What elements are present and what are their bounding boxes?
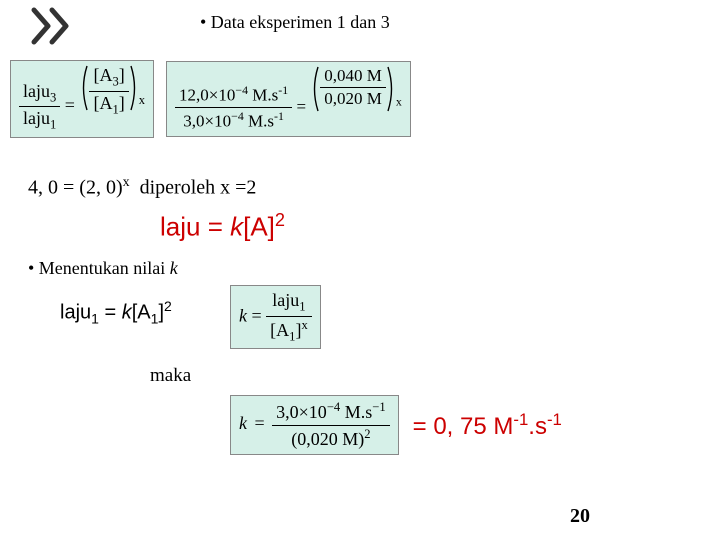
eq-left-box: laju3 laju1 = [A3] [A1] x [10,60,154,138]
equation-row-1: laju3 laju1 = [A3] [A1] x 12,0×10−4 M.s-… [10,60,411,138]
final-row: k = 3,0×10−4 M.s−1 (0,020 M)2 = 0, 75 M-… [230,395,562,455]
bullet-menentukan: • Menentukan nilai k [28,258,178,279]
chevron-logo [30,6,86,51]
rhs-num: 0,040 M [320,66,386,88]
eq-right-box: 12,0×10−4 M.s-1 3,0×10−4 M.s-1 = 0,040 M… [166,61,411,138]
maka-label: maka [150,365,191,387]
bullet-experiment: • Data eksperimen 1 dan 3 [200,12,390,33]
rhs-den: 0,020 M [320,88,386,109]
k-definition: k = laju1 [A1]x [230,285,321,349]
k-calculation: k = 3,0×10−4 M.s−1 (0,020 M)2 [230,395,399,455]
page-number: 20 [570,505,590,528]
exponent-x: x [139,93,145,107]
laju3-label: laju [23,81,50,101]
final-answer: = 0, 75 M-1.s-1 [413,410,562,441]
solve-x-line: 4, 0 = (2, 0)x diperoleh x =2 [28,175,256,200]
rate-law: laju = k[A]2 [160,210,285,243]
laju1-eq: laju1 = k[A1]2 [60,298,172,327]
laju1-label: laju [23,108,50,128]
